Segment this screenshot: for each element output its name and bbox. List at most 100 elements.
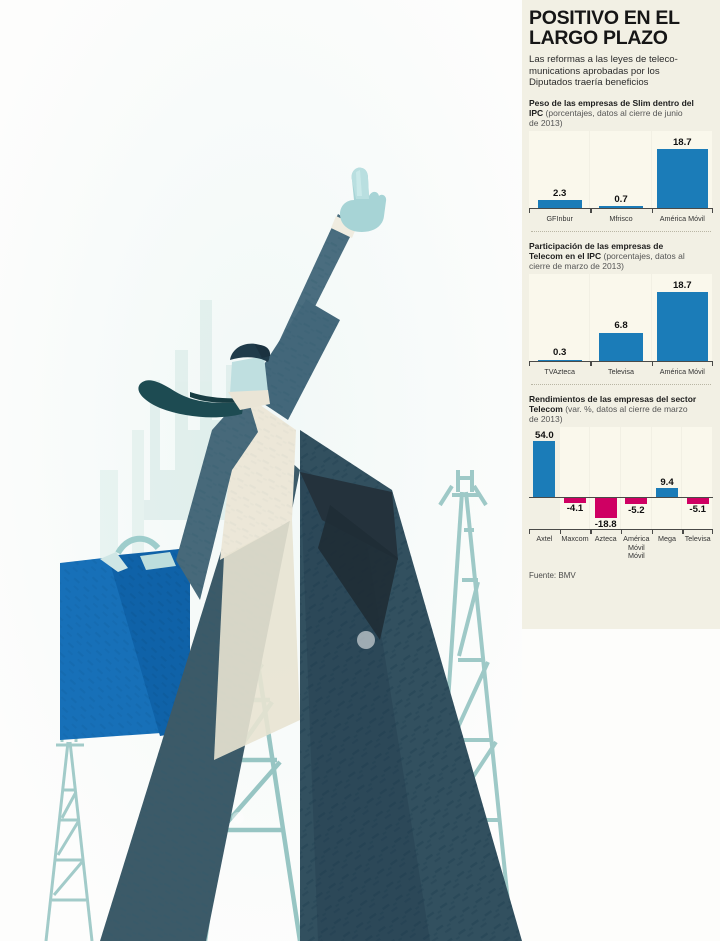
bar-value-label: 18.7 (672, 136, 692, 148)
x-label: Maxcom (561, 534, 589, 544)
axis-zero-line (529, 496, 713, 499)
bar-value-label: -5.1 (689, 504, 706, 516)
trousers (214, 520, 300, 760)
coat-left-shoulder (176, 392, 258, 600)
bar-value-label: 54.0 (534, 429, 554, 441)
chart-title: Peso de las empresas de Slim dentro del … (529, 98, 713, 129)
panel-bottom-filler (522, 629, 720, 941)
axis-ticks (529, 530, 713, 535)
chart-title-bold-1: Peso de las empresas de Slim dentro del (529, 97, 694, 108)
bar-gfinbur (537, 199, 582, 209)
coat-dark-fold (300, 472, 398, 640)
bar-maxcom (563, 498, 587, 503)
x-axis-labels: GFInbur Mfrisco América Móvil (529, 214, 713, 223)
band (651, 427, 682, 530)
pointing-hand (340, 167, 387, 232)
chart-title-rest-3: cierre de marzo de 2013) (529, 261, 624, 272)
axis-tick (529, 530, 560, 535)
axis-ticks (529, 362, 714, 367)
x-axis-labels: TVAzteca Televisa América Móvil (529, 367, 713, 377)
info-panel: POSITIVO EN EL LARGO PLAZO Las reformas … (522, 0, 720, 629)
axis-tick (590, 209, 651, 214)
bar-columns: 2.3 0.7 18.7 (529, 131, 713, 209)
x-label-text: América Móvil (623, 534, 650, 552)
chart-title-bold-2: IPC (529, 107, 544, 118)
chart-title-rest-2: (var. %, datos al cierre de marzo (562, 404, 688, 415)
chart-title: Rendimientos de las empresas del sector … (529, 394, 713, 425)
bar-column: -18.8 (590, 427, 621, 531)
axis-tick (651, 209, 714, 214)
bar-column: 0.3 (529, 274, 590, 362)
bar-value-label: -5.2 (628, 504, 645, 516)
necktie (138, 380, 244, 418)
subtitle-line-2: munications aprobadas por los (529, 65, 660, 77)
bar-axtel (533, 441, 556, 499)
chart-block-peso-slim: Peso de las empresas de Slim dentro del … (529, 98, 714, 224)
chart-title-rest-3: de 2013) (529, 414, 563, 425)
bar-mega (655, 488, 679, 499)
bar-value-label: 2.3 (552, 187, 567, 199)
bar-america-movil (625, 498, 648, 504)
bar-value-label: 6.8 (614, 320, 628, 332)
chart-title: Participación de las empresas de Telecom… (529, 241, 713, 272)
bar-column: 6.8 (590, 274, 651, 362)
subtitle-line-3: Diputados traería beneficios (529, 77, 649, 89)
plot-area: 0.3 6.8 18.7 (529, 274, 714, 367)
axis-tick (559, 530, 591, 535)
bar-america-movil (656, 149, 709, 209)
x-label: Televisa (608, 367, 634, 377)
raised-arm (246, 214, 357, 420)
axis-tick (529, 209, 590, 214)
x-label: Mega (658, 534, 677, 544)
chart-title-bold-1: Participación de las empresas de (529, 240, 664, 251)
bar-value-label: 0.3 (552, 347, 567, 359)
band (529, 131, 590, 209)
bar-column: 54.0 (529, 427, 560, 529)
bar-column: -4.1 (560, 427, 591, 529)
axis-tick (651, 362, 714, 367)
accent-dot (357, 631, 375, 649)
page-subtitle: Las reformas a las leyes de teleco- muni… (529, 54, 713, 89)
bar-value-label: 9.4 (660, 476, 674, 488)
band (559, 427, 590, 530)
bar-value-label: 0.7 (614, 193, 628, 205)
x-label: Televisa (684, 534, 711, 544)
bar-column: -5.1 (682, 427, 713, 529)
bar-televisa (598, 332, 644, 362)
axis-tick (621, 530, 652, 535)
band (621, 427, 651, 530)
chart-title-rest-2: (porcentajes, datos al cierre de junio (543, 107, 683, 118)
section-divider (531, 230, 711, 232)
chart-title-rest-3: de 2013) (529, 118, 563, 129)
x-label-america-movil: América Móvil Móvil (621, 535, 652, 560)
bar-azteca (594, 498, 617, 519)
bar-column: 18.7 (652, 131, 713, 209)
coat-inner-shadow (300, 468, 430, 941)
bar-column: -5.2 (621, 427, 652, 529)
x-axis-labels: Axtel Maxcom Azteca América Móvil Móvil … (529, 535, 713, 560)
bar-column: 18.7 (652, 274, 713, 362)
x-label: Azteca (594, 534, 617, 544)
bar-column: 2.3 (529, 131, 590, 209)
chart-title-bold-2: Telecom en el IPC (529, 251, 602, 261)
axis-baseline (529, 360, 713, 363)
bar-columns: 0.3 6.8 18.7 (529, 274, 713, 362)
bar-value-label: -4.1 (566, 503, 584, 515)
bar-value-label: -18.8 (594, 519, 617, 531)
axis-tick (651, 530, 683, 535)
accent-dot (232, 812, 244, 824)
head (228, 343, 271, 410)
chart-block-rendimientos-telecom: Rendimientos de las empresas del sector … (529, 394, 713, 580)
band (590, 131, 651, 209)
page-title-line1: POSITIVO EN EL (529, 7, 680, 29)
page-title-line2: LARGO PLAZO (529, 27, 668, 49)
illustration-businessman (0, 0, 522, 941)
section-divider (531, 383, 711, 385)
subtitle-line-1: Las reformas a las leyes de teleco- (529, 54, 678, 65)
chart-title-bold-2: Telecom (529, 404, 563, 415)
x-label: Axtel (536, 534, 553, 544)
band (682, 427, 713, 530)
chart-title-rest-2: (porcentajes, datos al (601, 251, 685, 261)
axis-baseline (529, 207, 713, 210)
